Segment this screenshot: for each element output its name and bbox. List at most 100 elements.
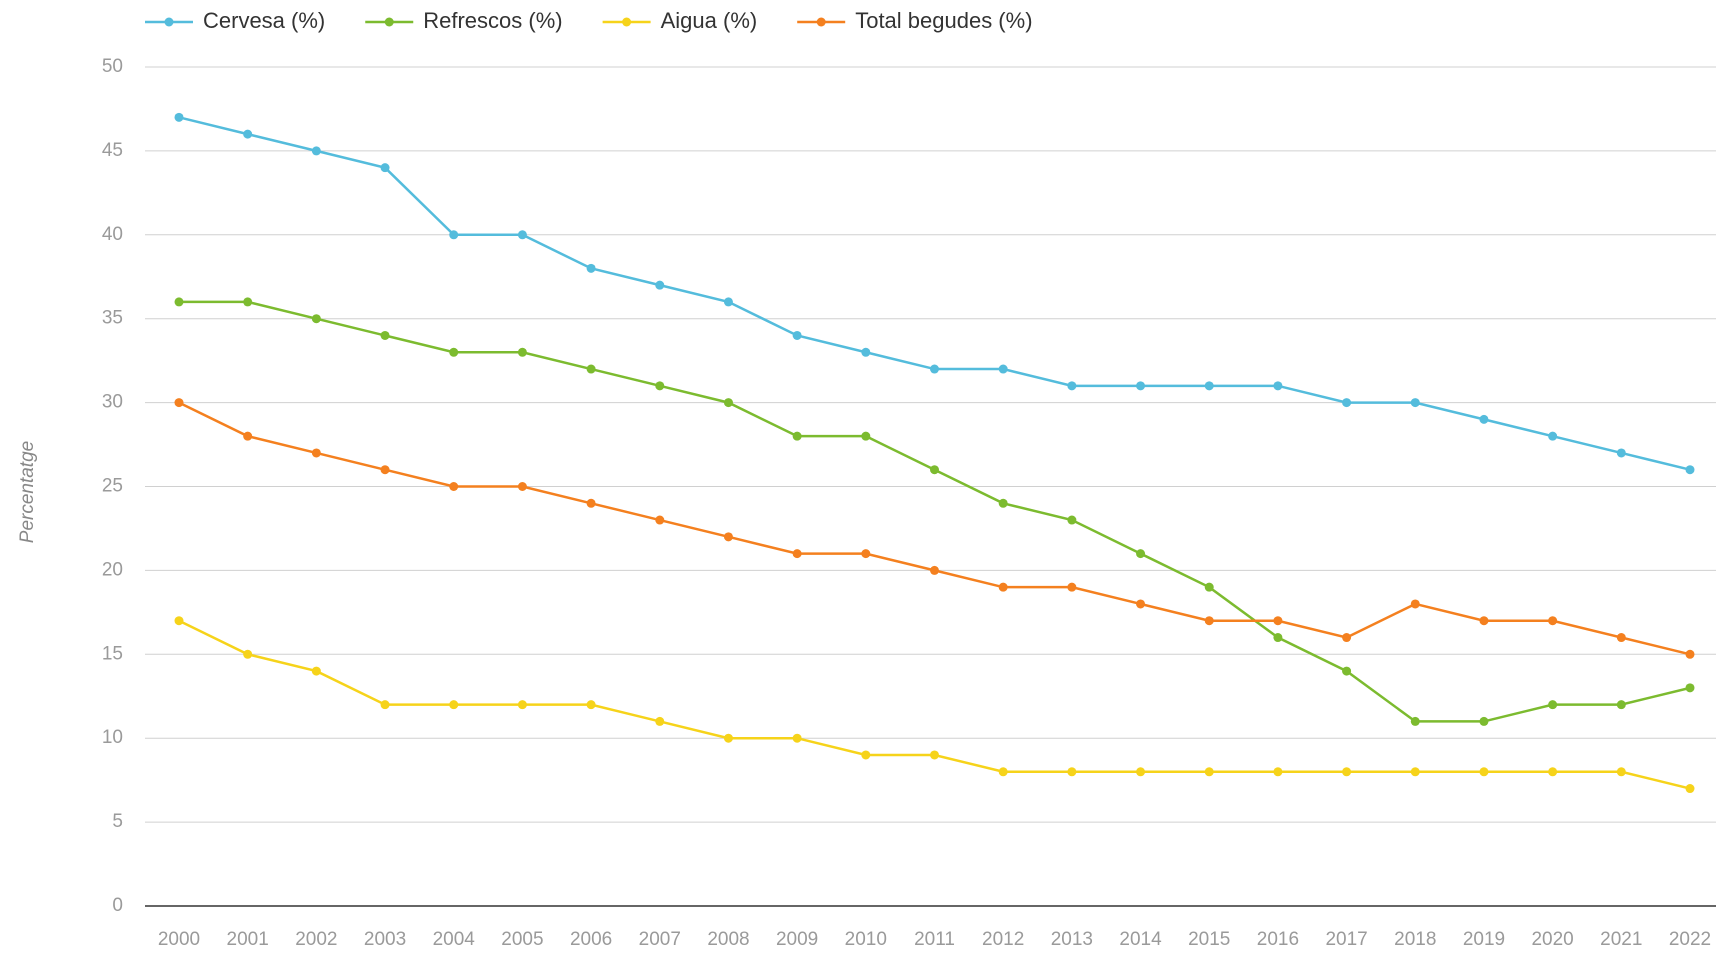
y-tick-label: 45 xyxy=(102,140,123,161)
legend-label: Aigua (%) xyxy=(661,8,758,33)
point xyxy=(1204,767,1214,777)
point xyxy=(311,146,321,156)
point xyxy=(930,465,939,475)
point xyxy=(930,364,939,374)
point xyxy=(243,431,253,441)
point xyxy=(449,700,459,710)
x-tick-label: 2002 xyxy=(295,929,337,950)
point xyxy=(1067,767,1077,777)
point xyxy=(1410,599,1420,609)
point xyxy=(1067,515,1077,525)
x-tick-label: 2013 xyxy=(1051,929,1093,950)
x-tick-label: 2007 xyxy=(639,929,681,950)
legend-item: Aigua (%) xyxy=(602,8,758,33)
x-tick-label: 2008 xyxy=(707,929,749,950)
point xyxy=(1273,381,1283,391)
point xyxy=(930,565,939,575)
point xyxy=(1479,716,1489,726)
point xyxy=(174,616,184,626)
point xyxy=(1410,398,1420,408)
line xyxy=(178,619,1691,790)
point xyxy=(1342,633,1352,643)
x-tick-label: 2021 xyxy=(1600,929,1642,950)
point xyxy=(1342,398,1352,408)
y-tick-label: 35 xyxy=(102,308,123,329)
x-tick-label: 2017 xyxy=(1325,929,1367,950)
point xyxy=(655,280,665,290)
point xyxy=(586,263,596,273)
x-tick-label: 2016 xyxy=(1257,929,1299,950)
series xyxy=(174,616,1695,794)
point xyxy=(311,314,321,324)
legend-label: Cervesa (%) xyxy=(203,8,325,33)
series xyxy=(174,398,1695,659)
point xyxy=(311,666,321,676)
point xyxy=(1273,633,1283,643)
x-tick-label: 2001 xyxy=(227,929,269,950)
point xyxy=(1136,549,1146,559)
point xyxy=(1067,381,1077,391)
point xyxy=(1136,381,1146,391)
y-tick-label: 25 xyxy=(102,476,123,497)
point xyxy=(311,448,321,458)
point xyxy=(1616,448,1626,458)
point xyxy=(1136,767,1146,777)
x-tick-label: 2000 xyxy=(158,929,200,950)
point xyxy=(998,364,1008,374)
point xyxy=(517,230,527,240)
point xyxy=(655,381,665,391)
legend-item: Cervesa (%) xyxy=(145,8,325,33)
x-tick-label: 2020 xyxy=(1531,929,1573,950)
point xyxy=(243,297,253,307)
point xyxy=(174,398,184,408)
point xyxy=(1685,784,1695,794)
y-tick-label: 5 xyxy=(112,811,123,832)
legend-label: Total begudes (%) xyxy=(855,8,1032,33)
point xyxy=(1685,683,1695,693)
point xyxy=(586,498,596,508)
point xyxy=(1479,616,1489,626)
legend-dot xyxy=(384,17,394,27)
point xyxy=(998,498,1008,508)
point xyxy=(792,733,802,743)
point xyxy=(380,330,390,340)
point xyxy=(723,733,733,743)
point xyxy=(1685,465,1695,475)
point xyxy=(861,347,871,357)
point xyxy=(792,330,802,340)
point xyxy=(243,649,253,659)
x-tick-label: 2015 xyxy=(1188,929,1230,950)
point xyxy=(861,750,871,760)
point xyxy=(1410,767,1420,777)
point xyxy=(861,431,871,441)
point xyxy=(1342,767,1352,777)
point xyxy=(723,297,733,307)
x-tick-label: 2014 xyxy=(1119,929,1162,950)
point xyxy=(655,716,665,726)
legend-dot xyxy=(816,17,826,27)
x-tick-label: 2011 xyxy=(914,929,955,950)
y-tick-label: 15 xyxy=(102,643,123,664)
point xyxy=(998,582,1008,592)
x-tick-label: 2005 xyxy=(501,929,543,950)
point xyxy=(449,347,459,357)
point xyxy=(998,767,1008,777)
x-tick-label: 2018 xyxy=(1394,929,1436,950)
point xyxy=(380,163,390,173)
x-tick-label: 2003 xyxy=(364,929,406,950)
point xyxy=(1685,649,1695,659)
point xyxy=(517,700,527,710)
point xyxy=(930,750,939,760)
point xyxy=(1616,700,1626,710)
point xyxy=(723,398,733,408)
legend-item: Refrescos (%) xyxy=(365,8,563,33)
y-tick-label: 0 xyxy=(112,895,123,916)
legend-dot xyxy=(622,17,632,27)
point xyxy=(517,482,527,491)
point xyxy=(449,482,459,491)
point xyxy=(1548,616,1558,626)
point xyxy=(1410,716,1420,726)
point xyxy=(1136,599,1146,609)
point xyxy=(586,364,596,374)
series xyxy=(174,112,1695,475)
